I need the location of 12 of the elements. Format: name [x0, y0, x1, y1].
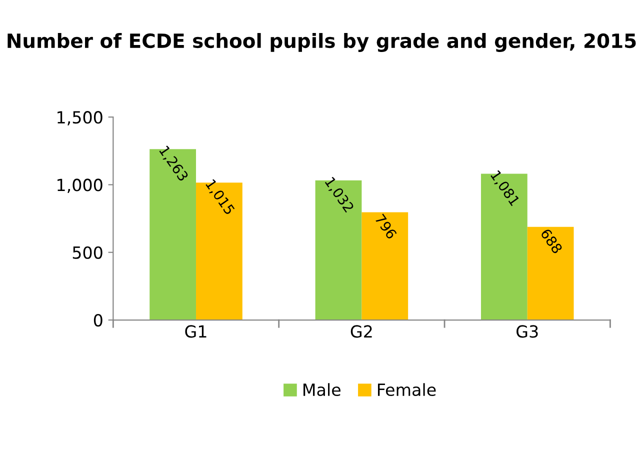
legend-label: Female: [378, 383, 436, 396]
bar: [362, 212, 408, 320]
y-tick-label: 0: [94, 314, 102, 327]
x-tick-label: G1: [185, 325, 206, 338]
y-tick-label: 500: [72, 246, 102, 259]
chart-title: Number of ECDE school pupils by grade and gender, 2015: [8, 33, 636, 52]
y-tick-label: 1,000: [58, 178, 102, 193]
y-tick-label: 1,500: [58, 111, 102, 126]
x-tick-label: G2: [350, 325, 372, 338]
x-tick-label: G3: [516, 325, 538, 338]
legend-label: Male: [304, 383, 340, 396]
bar: [527, 226, 574, 320]
